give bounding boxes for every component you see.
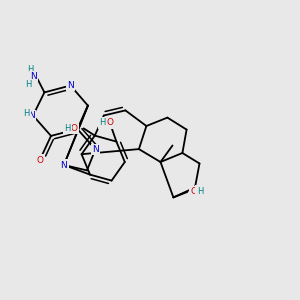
Text: H: H (27, 65, 33, 74)
Text: O: O (71, 124, 78, 133)
Text: O: O (36, 156, 43, 165)
Text: N: N (28, 111, 34, 120)
Text: N: N (92, 145, 99, 154)
Text: N: N (67, 81, 74, 90)
Text: O: O (107, 118, 114, 127)
Text: H: H (64, 124, 70, 133)
Text: H: H (25, 80, 32, 89)
Text: H: H (197, 187, 203, 196)
Text: N: N (61, 160, 67, 169)
Text: H: H (23, 109, 30, 118)
Text: N: N (30, 72, 37, 81)
Text: H: H (99, 118, 106, 127)
Text: O: O (191, 187, 198, 196)
